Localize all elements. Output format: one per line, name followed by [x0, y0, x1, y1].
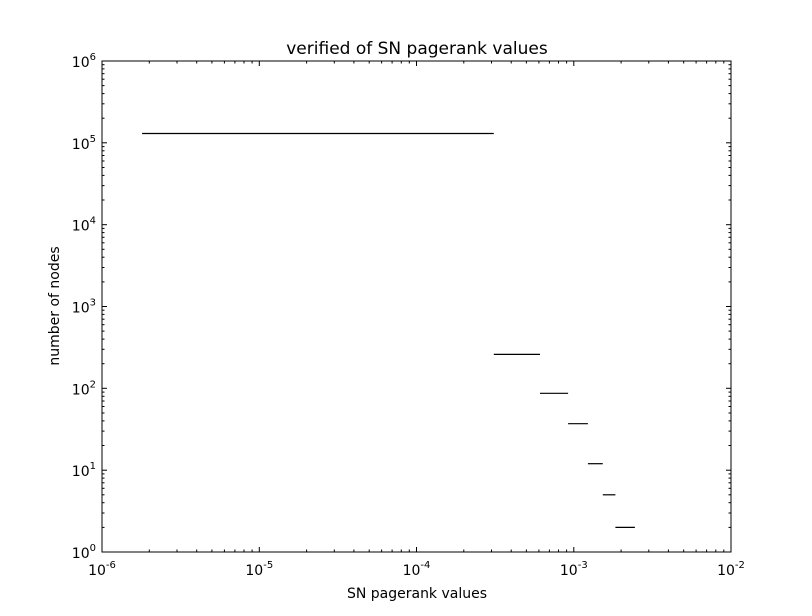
y-tick-label: 100	[72, 543, 96, 562]
y-tick-label: 106	[72, 52, 96, 71]
y-tick-label: 103	[72, 298, 96, 317]
chart-title: verified of SN pagerank values	[286, 39, 548, 59]
y-tick-label: 102	[72, 379, 96, 398]
y-tick-label: 105	[72, 134, 96, 153]
y-axis-label: number of nodes	[47, 246, 63, 365]
x-tick-label: 10-3	[560, 560, 588, 579]
y-tick-label: 104	[72, 216, 96, 235]
plot-frame	[101, 60, 732, 553]
x-tick-label: 10-5	[245, 560, 273, 579]
y-tick-label: 101	[72, 461, 96, 480]
chart-marks	[142, 132, 635, 529]
x-tick-label: 10-4	[403, 560, 431, 579]
x-axis-label: SN pagerank values	[347, 586, 487, 602]
x-tick-label: 10-6	[88, 560, 116, 579]
x-tick-label: 10-2	[717, 560, 745, 579]
chart-ticks: 10-6 10-5 10-4 10-3 10-2 100 101 102 103 104 105 10…	[72, 52, 745, 579]
